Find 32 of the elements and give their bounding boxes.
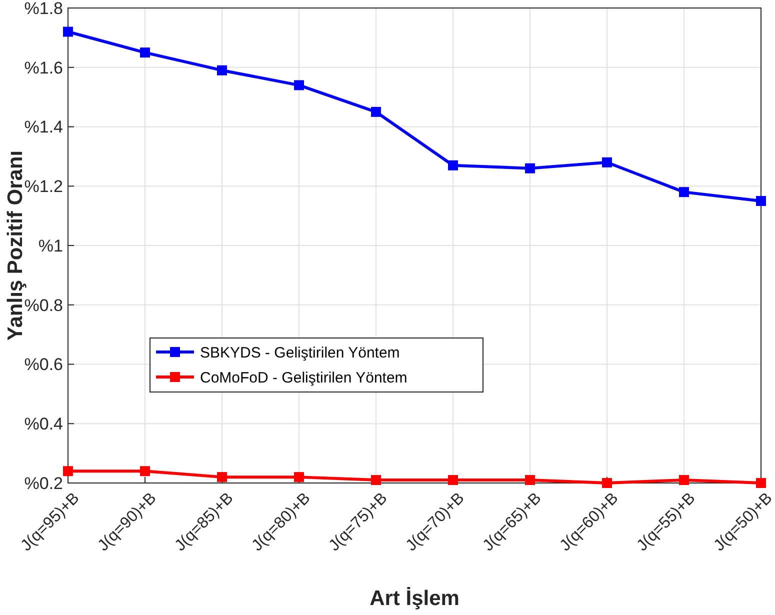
- y-tick-label: %0.4: [24, 414, 63, 434]
- point: [448, 160, 458, 170]
- point: [525, 163, 535, 174]
- point: [371, 106, 381, 117]
- legend-label: CoMoFoD - Geliştirilen Yöntem: [200, 369, 408, 386]
- point: [63, 466, 73, 476]
- point: [217, 472, 227, 482]
- point: [602, 157, 612, 168]
- point: [140, 466, 150, 476]
- y-tick-label: %1.2: [24, 177, 63, 196]
- point: [63, 26, 73, 37]
- point: [140, 48, 150, 58]
- point: [525, 475, 535, 486]
- point: [602, 478, 612, 488]
- y-tick-label: %1.4: [24, 118, 63, 137]
- y-tick-label: %0.2: [24, 474, 63, 493]
- legend-label: SBKYDS - Geliştirilen Yöntem: [200, 344, 400, 362]
- point: [756, 196, 766, 206]
- y-tick-label: %1: [38, 236, 63, 256]
- y-tick-label: %1.6: [24, 58, 63, 78]
- x-axis-title: Art İşlem: [370, 587, 460, 610]
- y-tick-label: %0.8: [24, 296, 63, 315]
- point: [217, 65, 227, 76]
- y-tick-label: %0.6: [24, 355, 63, 374]
- point: [756, 478, 766, 488]
- point: [679, 475, 689, 486]
- point: [679, 187, 689, 198]
- point: [371, 475, 381, 486]
- point: [448, 475, 458, 486]
- y-tick-label: %1.8: [24, 0, 63, 18]
- point: [294, 472, 304, 482]
- point: [294, 80, 304, 90]
